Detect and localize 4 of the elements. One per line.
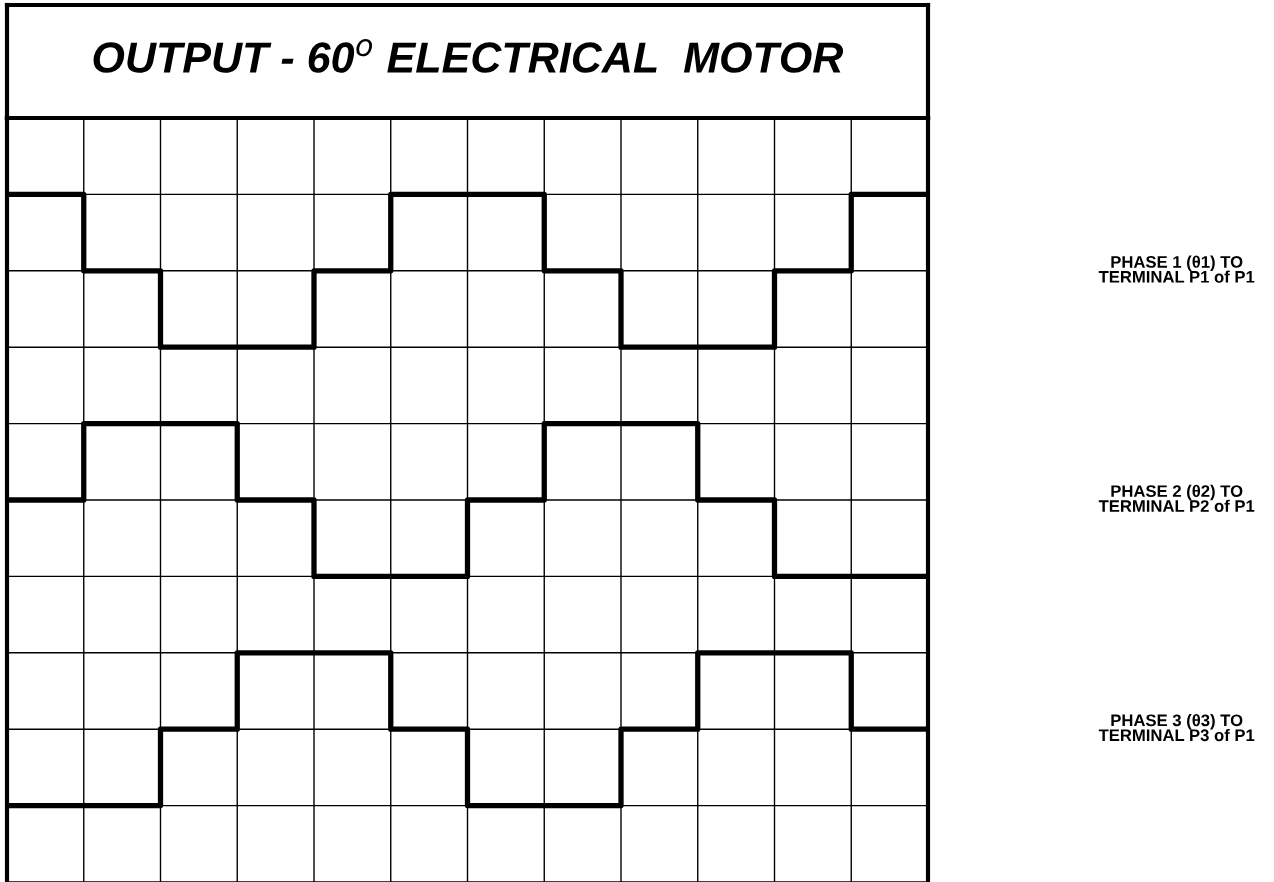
- text: PHASE 2 (θ2) TO TERMINAL P2 of P1: [1098, 484, 1255, 512]
- chart-title: OUTPUT - 60$^{o}$ ELECTRICAL MOTOR: [93, 39, 844, 73]
- text: PHASE 1 (θ1) TO TERMINAL P1 of P1: [1098, 255, 1255, 283]
- text: PHASE 3 (θ3) TO TERMINAL P3 of P1: [1098, 713, 1255, 742]
